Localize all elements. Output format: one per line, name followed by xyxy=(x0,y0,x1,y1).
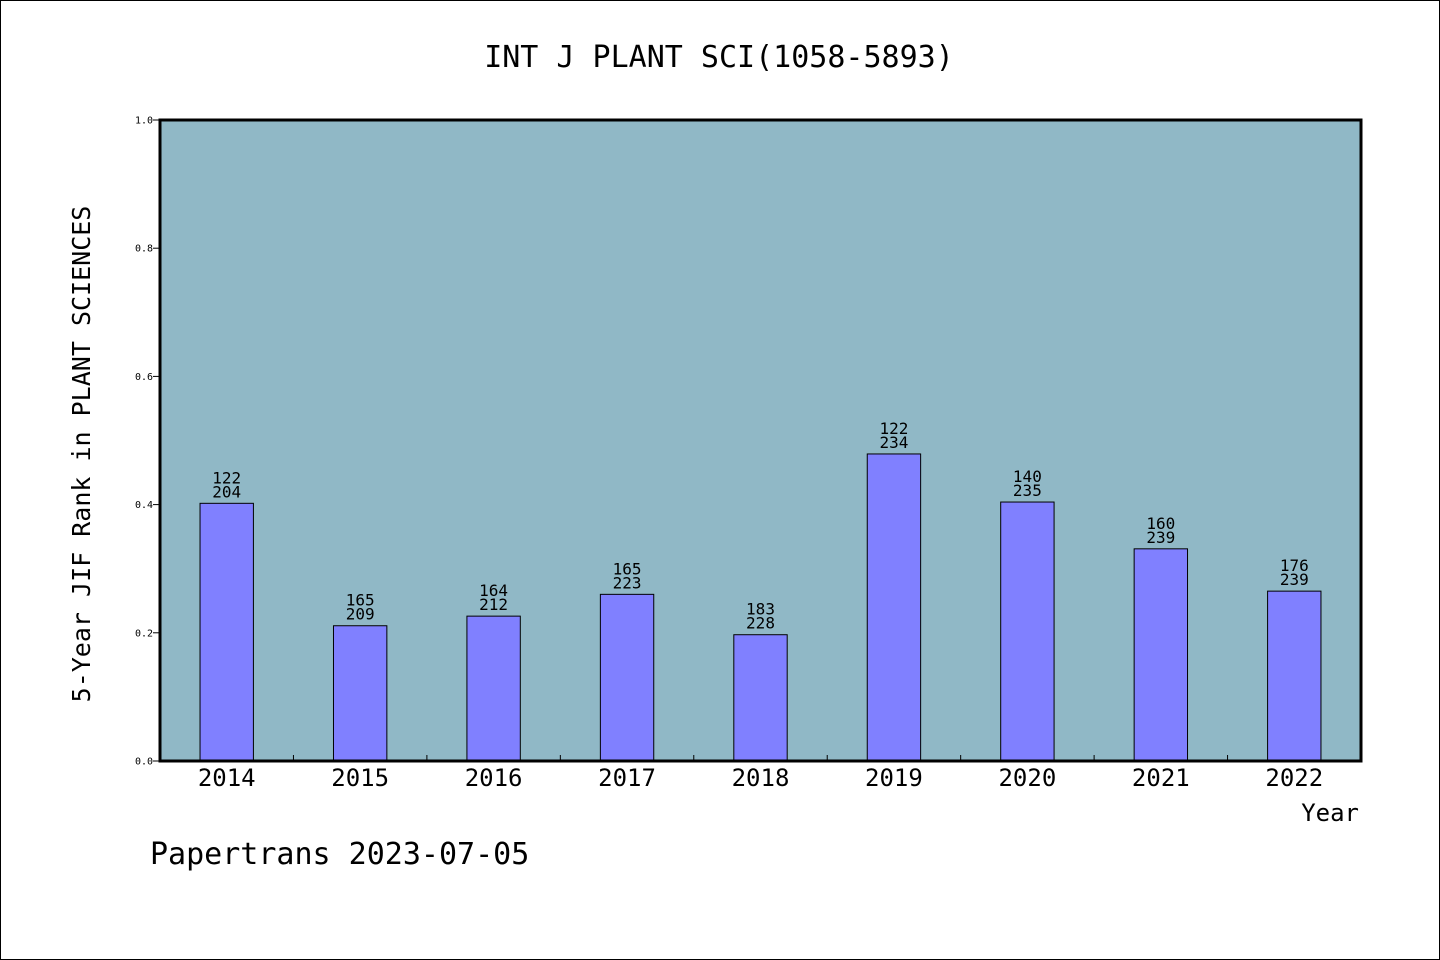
bar-2019 xyxy=(866,453,922,762)
bars-group xyxy=(199,453,1322,762)
y-axis-label: 5-Year JIF Rank in PLANT SCIENCES xyxy=(67,206,96,703)
bar-label-total: 209 xyxy=(346,605,375,624)
y-tick-label: 0.6 xyxy=(135,372,153,383)
bar-label-total: 212 xyxy=(479,595,508,614)
bar-label-rank: 176 xyxy=(1280,556,1309,575)
bar-2014 xyxy=(199,502,254,762)
y-tick-label: 1.0 xyxy=(135,116,153,127)
bar-2017 xyxy=(599,593,655,762)
bar-labels-group: 1222041652091642121652231832281222341402… xyxy=(212,419,1308,633)
bar-label-rank: 165 xyxy=(346,591,375,610)
bar-label-rank: 164 xyxy=(479,581,508,600)
bar-2015 xyxy=(332,625,388,762)
y-tick-label: 0.8 xyxy=(135,244,153,255)
x-axis-label: Year xyxy=(1301,799,1359,827)
bar-label-total: 223 xyxy=(613,573,642,592)
x-tick-label: 2019 xyxy=(865,764,923,792)
x-tick-label: 2022 xyxy=(1265,764,1323,792)
x-tick-label: 2015 xyxy=(331,764,389,792)
bar-label-total: 239 xyxy=(1280,570,1309,589)
bar-label-rank: 122 xyxy=(212,468,241,487)
y-tick-label: 0.2 xyxy=(135,628,153,639)
bar-label-total: 234 xyxy=(879,433,908,452)
x-tick-label: 2016 xyxy=(465,764,523,792)
bar-2020 xyxy=(1000,501,1055,762)
y-tick-label: 0.4 xyxy=(135,500,153,511)
x-tick-label: 2021 xyxy=(1132,764,1190,792)
bar-2021 xyxy=(1133,548,1189,762)
x-tick-label: 2014 xyxy=(198,764,256,792)
bar-label-total: 204 xyxy=(212,482,241,501)
y-ticks-group: 0.0 0.2 0.4 0.6 0.8 1.0 xyxy=(135,116,160,768)
bar-2022 xyxy=(1267,590,1322,762)
bar-2018 xyxy=(733,634,788,762)
bar-label-rank: 160 xyxy=(1146,514,1175,533)
bar-label-rank: 165 xyxy=(613,559,642,578)
bar-label-total: 239 xyxy=(1146,528,1175,547)
bar-label-rank: 122 xyxy=(879,419,908,438)
y-tick-label: 0.0 xyxy=(135,757,153,768)
x-tick-label: 2018 xyxy=(732,764,790,792)
bar-label-rank: 183 xyxy=(746,600,775,619)
chart-title: INT J PLANT SCI(1058-5893) xyxy=(484,40,954,75)
x-tick-label: 2017 xyxy=(598,764,656,792)
plot-frame xyxy=(158,118,1363,763)
bar-label-total: 235 xyxy=(1013,481,1042,500)
footer-source-date: Papertrans 2023-07-05 xyxy=(150,837,529,872)
x-ticks-group: 2014 2015 2016 2017 2018 2019 2020 2021 2022 xyxy=(198,755,1323,792)
bar-label-rank: 140 xyxy=(1013,467,1042,486)
bar-label-total: 228 xyxy=(746,614,775,633)
bar-2016 xyxy=(466,615,521,762)
x-tick-label: 2020 xyxy=(998,764,1056,792)
